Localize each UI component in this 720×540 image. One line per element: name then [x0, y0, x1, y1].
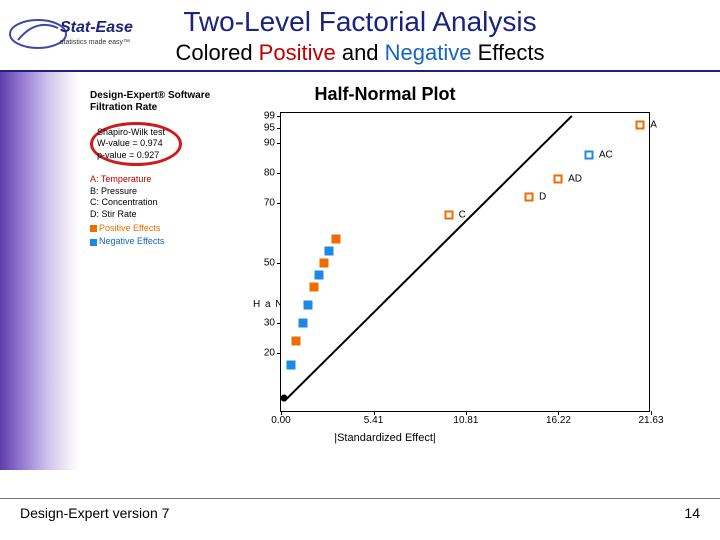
legend-positive: Positive Effects	[90, 223, 164, 235]
sub-post: Effects	[472, 40, 545, 65]
marker	[287, 361, 296, 370]
x-tick-label: 5.41	[364, 415, 383, 426]
x-axis-label: |Standardized Effect|	[90, 432, 680, 444]
y-tick-label: 20	[264, 348, 275, 359]
y-tick-label: 30	[264, 318, 275, 329]
marker	[525, 193, 534, 202]
footer-left: Design-Expert version 7	[20, 505, 169, 521]
y-tick-label: 50	[264, 258, 275, 269]
x-tick-label: 10.81	[453, 415, 478, 426]
x-tick-label: 16.22	[546, 415, 571, 426]
y-tick-label: 90	[264, 138, 275, 149]
y-tick	[277, 143, 281, 144]
y-tick	[277, 203, 281, 204]
marker	[584, 151, 593, 160]
half-normal-plot: 0.005.4110.8116.2221.632030507080909599C…	[280, 112, 650, 412]
factor-d: D: Stir Rate	[90, 209, 164, 221]
x-tick-label: 0.00	[271, 415, 290, 426]
square-icon	[90, 239, 97, 246]
y-tick-label: 99	[264, 111, 275, 122]
sub-pre: Colored	[176, 40, 259, 65]
shapiro-wilk-box: Shapiro-Wilk test W-value = 0.974 p-valu…	[90, 122, 182, 166]
fit-line	[281, 113, 651, 413]
header-rule	[0, 70, 720, 72]
marker	[324, 247, 333, 256]
footer-right: 14	[684, 505, 700, 521]
y-tick-label: 70	[264, 198, 275, 209]
marker	[281, 395, 288, 402]
marker	[292, 337, 301, 346]
marker	[554, 175, 563, 184]
marker	[304, 301, 313, 310]
y-tick	[277, 263, 281, 264]
slide-subtitle: Colored Positive and Negative Effects	[0, 40, 720, 66]
y-tick-label: 80	[264, 168, 275, 179]
plot-title: Half-Normal Plot	[90, 84, 680, 105]
marker-label: D	[539, 192, 546, 203]
factor-b: B: Pressure	[90, 186, 164, 198]
y-tick	[277, 128, 281, 129]
marker	[314, 271, 323, 280]
sub-neg: Negative	[385, 40, 472, 65]
legend-negative: Negative Effects	[90, 236, 164, 248]
sw-title: Shapiro-Wilk test	[97, 127, 175, 138]
y-tick	[277, 173, 281, 174]
marker	[309, 283, 318, 292]
slide-title: Two-Level Factorial Analysis	[0, 6, 720, 38]
left-gradient	[0, 70, 80, 470]
chart-area: Design-Expert® Software Filtration Rate …	[90, 84, 680, 464]
marker-label: AD	[568, 174, 582, 185]
factor-list: A: Temperature B: Pressure C: Concentrat…	[90, 174, 164, 248]
y-tick	[277, 116, 281, 117]
marker-label: A	[650, 120, 657, 131]
marker-label: AC	[599, 150, 613, 161]
marker	[299, 319, 308, 328]
sub-pos: Positive	[259, 40, 336, 65]
marker	[331, 235, 340, 244]
y-tick	[277, 353, 281, 354]
marker	[636, 121, 645, 130]
y-tick-label: 95	[264, 123, 275, 134]
marker	[319, 259, 328, 268]
sw-w: W-value = 0.974	[97, 138, 175, 149]
y-tick	[277, 323, 281, 324]
factor-a: A: Temperature	[90, 174, 164, 186]
factor-c: C: Concentration	[90, 197, 164, 209]
sub-mid: and	[336, 40, 385, 65]
square-icon	[90, 225, 97, 232]
footer-rule	[0, 498, 720, 499]
x-tick-label: 21.63	[638, 415, 663, 426]
marker-label: C	[459, 210, 466, 221]
marker	[444, 211, 453, 220]
sw-p: p-value = 0.927	[97, 150, 175, 161]
